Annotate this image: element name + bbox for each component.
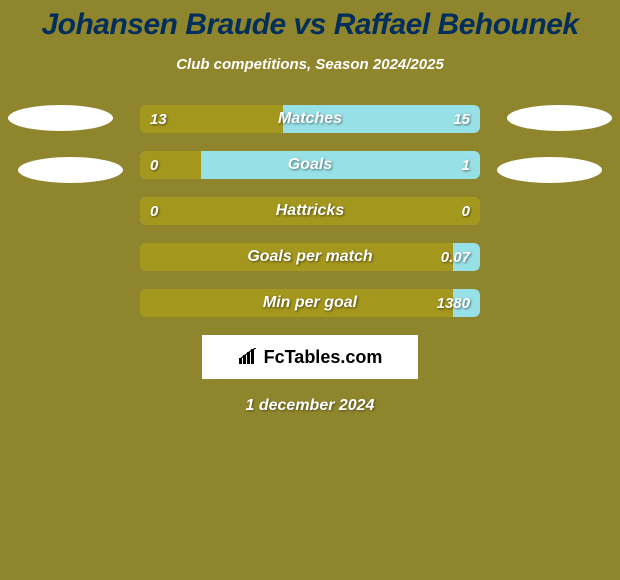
stat-left-value: 0: [150, 197, 158, 225]
stat-row: Goals0 1: [140, 151, 480, 179]
player-left-ellipse-2: [18, 157, 123, 183]
stats-area: Matches1315Goals01Hattricks00Goals per m…: [0, 105, 620, 317]
footer-date: 1 december 2024: [0, 397, 620, 415]
stat-label: Matches: [140, 105, 480, 133]
brand-text: FcTables.com: [264, 347, 383, 368]
page-subtitle: Club competitions, Season 2024/2025: [0, 56, 620, 73]
stat-right-value: 15: [453, 105, 470, 133]
stat-right-value: 0.07: [441, 243, 470, 271]
bar-chart-icon: [238, 348, 260, 366]
stat-label: Goals per match: [140, 243, 480, 271]
page-title: Johansen Braude vs Raffael Behounek: [0, 0, 620, 42]
stat-right-value: 1: [462, 151, 470, 179]
stat-label: Hattricks: [140, 197, 480, 225]
player-right-ellipse-1: [507, 105, 612, 131]
stat-row: Min per goal1380: [140, 289, 480, 317]
stat-label: Min per goal: [140, 289, 480, 317]
stat-right-value: 0: [462, 197, 470, 225]
player-right-ellipse-2: [497, 157, 602, 183]
stat-right-value: 1380: [437, 289, 470, 317]
comparison-card: Johansen Braude vs Raffael Behounek Club…: [0, 0, 620, 580]
stat-row: Goals per match0.07: [140, 243, 480, 271]
stat-left-value: 0: [150, 151, 158, 179]
player-left-ellipse-1: [8, 105, 113, 131]
stat-left-value: 13: [150, 105, 167, 133]
stat-row: Matches13 15: [140, 105, 480, 133]
stat-label: Goals: [140, 151, 480, 179]
brand-box[interactable]: FcTables.com: [202, 335, 418, 379]
stat-row: Hattricks0 0: [140, 197, 480, 225]
